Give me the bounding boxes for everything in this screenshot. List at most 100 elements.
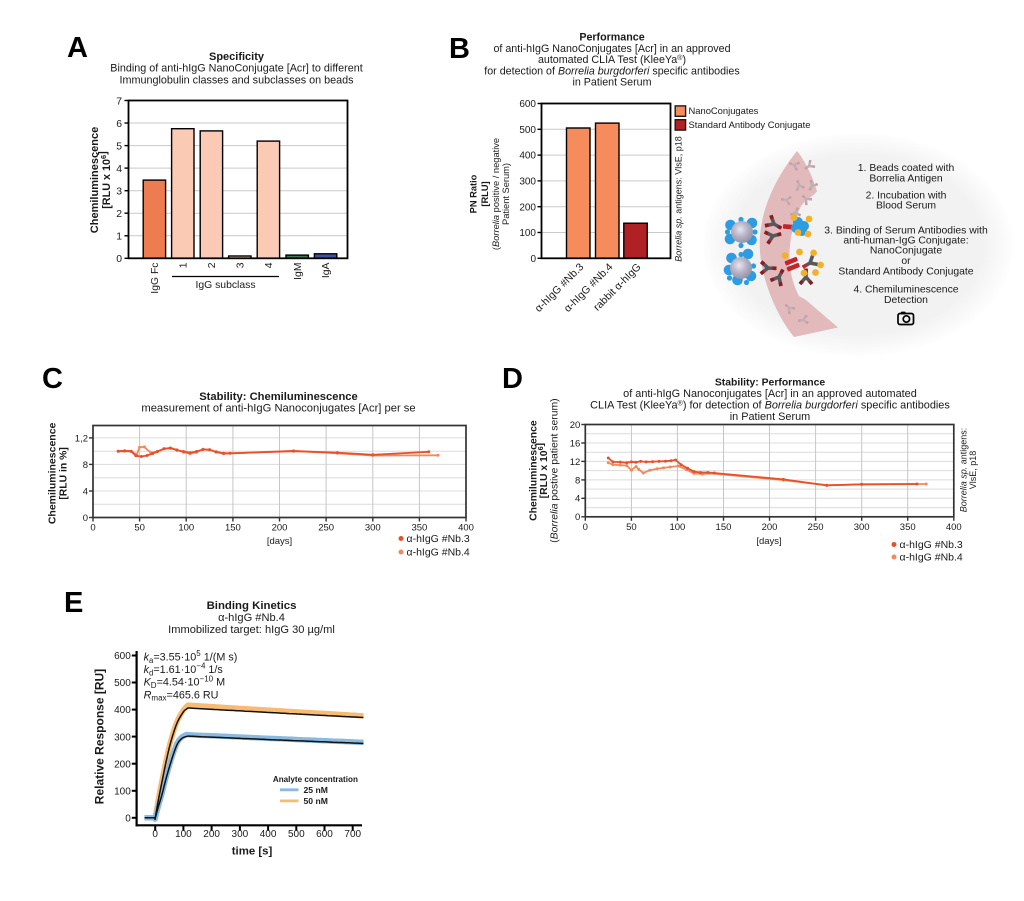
svg-text:0: 0	[530, 254, 536, 265]
svg-text:[days]: [days]	[756, 536, 781, 547]
svg-text:500: 500	[519, 125, 536, 136]
svg-text:measurement of anti-hIgG Nanoc: measurement of anti-hIgG Nanoconjugates …	[141, 403, 415, 415]
svg-text:3. Binding of Serum Antibodies: 3. Binding of Serum Antibodies with	[824, 226, 988, 237]
svg-text:3: 3	[116, 186, 122, 197]
svg-text:500: 500	[114, 678, 131, 689]
svg-text:4: 4	[575, 494, 580, 505]
svg-text:IgM: IgM	[293, 263, 304, 280]
svg-text:2. Incubation with: 2. Incubation with	[866, 191, 947, 202]
svg-text:kd=1.61·10−4 1/s: kd=1.61·10−4 1/s	[144, 662, 224, 678]
svg-text:α-hIgG #Nb.4: α-hIgG #Nb.4	[900, 552, 963, 564]
svg-text:or: or	[901, 256, 911, 267]
svg-text:E: E	[64, 587, 83, 619]
svg-text:300: 300	[519, 177, 536, 188]
svg-text:[RLU in %]: [RLU in %]	[59, 447, 70, 500]
svg-text:α-hIgG #Nb.4: α-hIgG #Nb.4	[407, 547, 470, 559]
svg-text:0: 0	[83, 513, 88, 524]
svg-text:(Borrelia positive / negative: (Borrelia positive / negative	[491, 138, 501, 250]
svg-text:300: 300	[854, 522, 870, 533]
svg-text:250: 250	[318, 523, 334, 534]
svg-text:Detection: Detection	[884, 295, 928, 306]
svg-text:5: 5	[116, 141, 122, 152]
svg-text:7: 7	[116, 96, 122, 107]
svg-text:α-hIgG #Nb.3: α-hIgG #Nb.3	[407, 533, 470, 545]
svg-text:in Patient Serum: in Patient Serum	[730, 411, 811, 423]
svg-text:[RLU]: [RLU]	[480, 181, 490, 206]
svg-text:1: 1	[116, 232, 122, 243]
svg-text:Binding of anti-hIgG NanoConju: Binding of anti-hIgG NanoConjugate [Acr]…	[110, 63, 362, 75]
svg-text:3: 3	[235, 262, 246, 268]
svg-text:Standard Antibody Conjugate: Standard Antibody Conjugate	[689, 119, 811, 130]
svg-text:of anti-hIgG NanoConjugates [A: of anti-hIgG NanoConjugates [Acr] in an …	[493, 43, 730, 55]
svg-text:ka=3.55·105 1/(M s): ka=3.55·105 1/(M s)	[144, 649, 238, 665]
svg-text:300: 300	[114, 732, 131, 743]
svg-text:0: 0	[116, 254, 122, 265]
svg-text:B: B	[449, 33, 470, 65]
svg-text:Performance: Performance	[579, 32, 644, 44]
svg-text:Borrelia sp. antigens:: Borrelia sp. antigens:	[959, 428, 969, 513]
svg-text:150: 150	[225, 523, 241, 534]
svg-text:[RLU x 106]: [RLU x 106]	[535, 443, 550, 498]
svg-text:25 nM: 25 nM	[304, 785, 328, 795]
svg-text:4. Chemiluminescence: 4. Chemiluminescence	[853, 285, 958, 296]
svg-text:200: 200	[519, 202, 536, 213]
svg-text:for detection of Borrelia burg: for detection of Borrelia burgdorferi sp…	[484, 65, 739, 77]
svg-text:Patient Serum): Patient Serum)	[501, 163, 511, 225]
svg-text:400: 400	[519, 151, 536, 162]
svg-text:100: 100	[114, 786, 131, 797]
svg-text:Rmax=465.6 RU: Rmax=465.6 RU	[144, 689, 219, 702]
svg-text:IgG Fc: IgG Fc	[150, 263, 161, 294]
svg-text:400: 400	[946, 522, 962, 533]
svg-text:100: 100	[669, 522, 685, 533]
svg-text:6: 6	[116, 119, 122, 130]
svg-text:Immobilized target: hIgG 30 µg: Immobilized target: hIgG 30 µg/ml	[168, 624, 335, 636]
svg-text:150: 150	[716, 522, 732, 533]
svg-text:Standard Antibody Conjugate: Standard Antibody Conjugate	[838, 267, 973, 278]
svg-text:PN Ratio: PN Ratio	[469, 174, 479, 213]
svg-text:0: 0	[583, 522, 588, 533]
svg-text:12: 12	[570, 457, 581, 468]
svg-text:8: 8	[575, 475, 580, 486]
svg-text:α-hIgG #Nb.4: α-hIgG #Nb.4	[218, 612, 285, 624]
svg-text:1: 1	[178, 262, 189, 268]
svg-text:200: 200	[203, 829, 220, 840]
svg-text:600: 600	[114, 651, 131, 662]
svg-text:VlsE, p18: VlsE, p18	[968, 451, 978, 490]
svg-text:Borrelia Antigen: Borrelia Antigen	[869, 174, 943, 185]
svg-text:300: 300	[365, 523, 381, 534]
svg-text:Blood Serum: Blood Serum	[876, 201, 936, 212]
svg-text:Stability: Performance: Stability: Performance	[715, 378, 826, 389]
svg-text:IgA: IgA	[321, 262, 332, 278]
svg-text:Chemiluminescence: Chemiluminescence	[529, 420, 540, 521]
svg-text:[days]: [days]	[267, 536, 292, 547]
svg-text:0: 0	[125, 813, 131, 824]
svg-text:in Patient Serum: in Patient Serum	[572, 77, 651, 89]
svg-text:350: 350	[411, 523, 427, 534]
svg-text:50 nM: 50 nM	[304, 796, 328, 806]
svg-text:8: 8	[83, 460, 88, 471]
svg-text:100: 100	[178, 523, 194, 534]
svg-text:Chemiluminescence: Chemiluminescence	[89, 127, 101, 233]
svg-text:α-hIgG #Nb.3: α-hIgG #Nb.3	[900, 539, 963, 551]
svg-text:400: 400	[114, 705, 131, 716]
svg-text:KD=4.54·10−10 M: KD=4.54·10−10 M	[144, 674, 226, 690]
svg-text:4: 4	[264, 262, 275, 268]
svg-text:time [s]: time [s]	[232, 846, 273, 858]
svg-text:Borrelia sp. antigens: VlsE,: Borrelia sp. antigens: VlsE, p18	[674, 136, 684, 262]
svg-text:200: 200	[762, 522, 778, 533]
svg-text:0: 0	[90, 523, 95, 534]
svg-text:NanoConjugate: NanoConjugate	[870, 246, 942, 257]
svg-text:Binding Kinetics: Binding Kinetics	[207, 600, 297, 612]
svg-text:100: 100	[519, 228, 536, 239]
svg-text:anti-human-IgG Conjugate:: anti-human-IgG Conjugate:	[843, 236, 968, 247]
svg-text:Analyte concentration: Analyte concentration	[273, 775, 358, 784]
svg-text:300: 300	[232, 829, 249, 840]
svg-text:400: 400	[458, 523, 474, 534]
svg-text:700: 700	[344, 829, 361, 840]
svg-text:0: 0	[152, 829, 158, 840]
svg-text:(Borrelia postive patient seru: (Borrelia postive patient serum)	[550, 398, 561, 542]
svg-text:50: 50	[134, 523, 145, 534]
svg-text:Chemiluminescence: Chemiluminescence	[47, 422, 59, 524]
svg-text:4: 4	[83, 486, 88, 497]
svg-text:A: A	[67, 32, 88, 64]
